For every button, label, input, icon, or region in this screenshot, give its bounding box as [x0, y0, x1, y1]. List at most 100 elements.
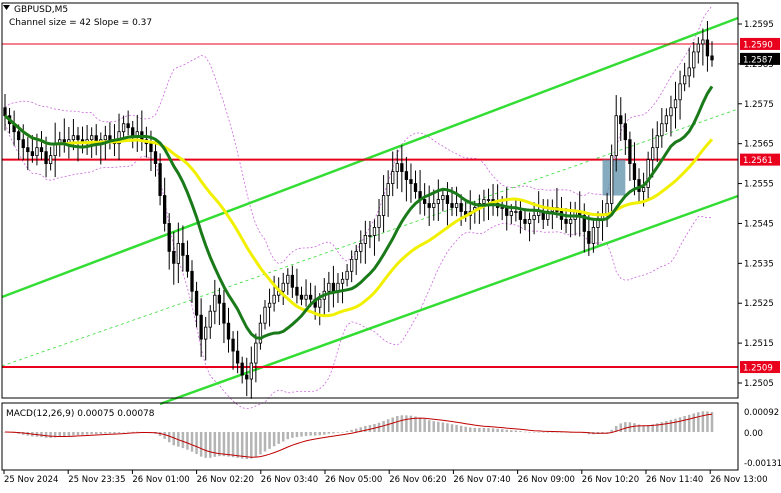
candle: [400, 163, 404, 172]
macd-histogram-bar: [464, 426, 467, 432]
macd-histogram-bar: [126, 431, 130, 433]
macd-histogram-bar: [669, 419, 673, 432]
candle: [409, 179, 413, 184]
candle: [167, 223, 171, 252]
candle: [682, 75, 687, 85]
macd-histogram-bar: [546, 432, 550, 433]
candle: [391, 171, 395, 184]
candle: [436, 199, 440, 204]
macd-histogram-bar: [710, 412, 714, 432]
macd-histogram-bar: [108, 432, 112, 434]
macd-histogram-bar: [441, 422, 445, 432]
macd-histogram-bar: [427, 420, 431, 432]
macd-histogram-bar: [104, 432, 107, 434]
macd-histogram-bar: [551, 431, 554, 433]
candle: [705, 39, 710, 57]
candle: [217, 294, 222, 304]
channel-info: Channel size = 42 Slope = 0.37: [9, 18, 152, 28]
candle: [71, 135, 76, 141]
candle: [226, 322, 231, 340]
candle: [505, 207, 509, 216]
candle: [482, 199, 486, 204]
macd-histogram-bar: [172, 432, 176, 446]
candle: [258, 322, 263, 344]
candle: [660, 123, 664, 137]
macd-histogram-bar: [683, 416, 686, 432]
macd-histogram-bar: [117, 432, 121, 433]
macd-histogram-bar: [491, 428, 495, 432]
macd-signal-line: [4, 413, 713, 458]
macd-histogram-bar: [332, 432, 335, 434]
y-tick-label: 1.2505: [744, 379, 774, 389]
macd-histogram-bar: [432, 421, 436, 432]
macd-histogram-bar: [341, 431, 344, 433]
macd-histogram-bar: [660, 422, 664, 432]
macd-histogram-bar: [67, 432, 71, 436]
candle: [641, 187, 646, 192]
x-tick-label: 26 Nov 11:40: [646, 475, 703, 485]
last-price-tag: [740, 52, 780, 65]
macd-histogram-bar: [469, 427, 472, 432]
candle: [710, 55, 714, 61]
macd-histogram-bar: [300, 432, 303, 437]
macd-histogram-bar: [218, 432, 221, 457]
candle: [222, 302, 226, 324]
candle: [669, 107, 673, 117]
macd-histogram-bar: [40, 432, 43, 438]
macd-histogram-bar: [674, 418, 677, 432]
macd-histogram-bar: [81, 432, 84, 435]
candle: [459, 203, 463, 212]
candle: [331, 282, 336, 292]
macd-histogram-bar: [500, 429, 504, 432]
macd-histogram-bar: [222, 432, 226, 457]
candle: [664, 115, 669, 125]
macd-histogram-bar: [190, 432, 194, 452]
candle: [359, 242, 363, 252]
macd-histogram-bar: [295, 432, 299, 438]
macd-histogram-bar: [53, 432, 57, 438]
candle: [500, 207, 504, 209]
macd-histogram-bar: [437, 421, 440, 432]
candle: [17, 131, 21, 141]
macd-histogram-bar: [209, 432, 212, 458]
candle: [254, 342, 258, 364]
macd-histogram-bar: [528, 432, 531, 433]
macd-histogram-bar: [122, 432, 125, 433]
macd-histogram-bar: [76, 432, 80, 436]
macd-histogram-bar: [72, 432, 75, 436]
candle: [162, 195, 167, 224]
macd-histogram-bar: [706, 411, 709, 432]
macd-histogram-bar: [678, 417, 682, 432]
candle: [213, 294, 217, 312]
candle: [263, 306, 267, 324]
candle: [318, 298, 322, 308]
macd-histogram-bar: [291, 432, 294, 438]
macd-histogram-bar: [537, 432, 540, 433]
candle: [35, 147, 39, 157]
y-tick-label: 1.2555: [744, 180, 774, 190]
candle: [235, 350, 240, 364]
macd-histogram-bar: [163, 432, 166, 439]
candle: [181, 242, 185, 256]
macd-histogram-bar: [687, 414, 691, 432]
candle: [427, 203, 431, 208]
macd-tick-label: -0.00131: [744, 459, 781, 469]
macd-histogram-bar: [158, 432, 162, 437]
candle: [199, 314, 203, 340]
candle: [149, 143, 153, 153]
candle: [532, 215, 536, 220]
candle: [272, 294, 276, 304]
macd-histogram-bar: [633, 423, 636, 432]
candle: [673, 99, 678, 109]
macd-histogram-bar: [496, 428, 499, 432]
macd-histogram-bar: [85, 432, 89, 435]
macd-histogram-bar: [268, 432, 271, 449]
macd-histogram-bar: [382, 421, 385, 432]
macd-histogram-bar: [414, 416, 417, 432]
x-tick-label: 26 Nov 07:40: [453, 475, 510, 485]
candle: [587, 231, 591, 244]
macd-histogram-bar: [391, 417, 394, 432]
macd-histogram-bar: [555, 431, 559, 433]
